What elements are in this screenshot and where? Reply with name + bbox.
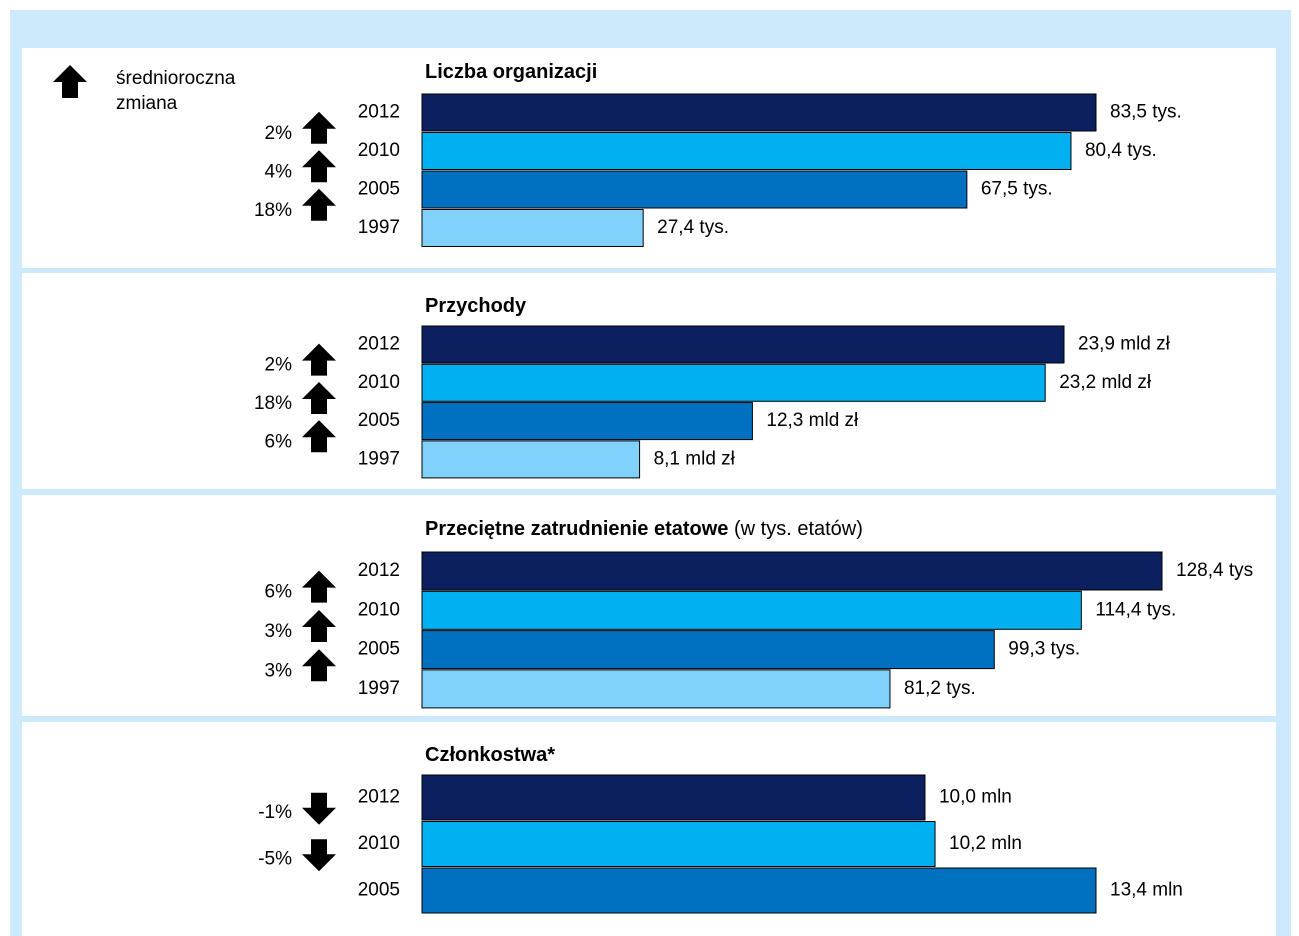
change-arrow (302, 839, 336, 872)
title-text: Liczba organizacji (425, 61, 597, 83)
title-text: Przychody (425, 295, 527, 317)
value-label: 67,5 tys. (981, 179, 1053, 200)
category-label: 1997 (358, 448, 400, 469)
change-arrow (302, 343, 336, 376)
change-label: 6% (265, 582, 293, 603)
change-arrow (302, 792, 336, 825)
bar (421, 630, 995, 670)
title-text: Przeciętne zatrudnienie etatowe (425, 518, 728, 540)
bar (421, 774, 926, 821)
category-label: 2010 (358, 140, 400, 161)
value-label: 80,4 tys. (1085, 140, 1157, 161)
change-label: 2% (265, 123, 293, 144)
change-arrow (302, 609, 336, 642)
change-label: 4% (265, 161, 293, 182)
bar (421, 590, 1082, 630)
bar (421, 821, 936, 867)
bar (421, 209, 644, 247)
value-label: 12,3 mld zł (766, 410, 859, 431)
bar (421, 132, 1072, 170)
category-label: 2005 (358, 410, 400, 431)
change-arrow (302, 188, 336, 221)
change-label: 3% (265, 621, 293, 642)
value-label: 23,9 mld zł (1078, 334, 1171, 355)
change-arrow (302, 150, 336, 183)
panel-title: Członkostwa* (425, 744, 555, 766)
category-label: 2005 (358, 880, 400, 901)
category-label: 2012 (358, 334, 400, 355)
value-label: 83,5 tys. (1110, 102, 1182, 123)
value-label: 27,4 tys. (657, 217, 729, 238)
category-label: 2010 (358, 833, 400, 854)
panel-title: Przychody (425, 295, 527, 317)
change-arrow (302, 649, 336, 682)
legend-box: średnioroczna zmiana (116, 68, 236, 114)
panel-title: Przeciętne zatrudnienie etatowe (w tys. … (425, 518, 863, 540)
category-label: 2012 (358, 787, 400, 808)
bar (421, 170, 968, 209)
category-label: 2010 (358, 372, 400, 393)
subtitle-text: (w tys. etatów) (734, 518, 863, 540)
category-label: 1997 (358, 217, 400, 238)
legend-arrow (53, 65, 87, 98)
bar (421, 325, 1065, 364)
bar (421, 867, 1097, 914)
category-label: 2005 (358, 639, 400, 660)
change-arrow (302, 381, 336, 414)
category-label: 2012 (358, 560, 400, 581)
change-arrow (302, 420, 336, 453)
change-label: -5% (258, 848, 292, 869)
bar (421, 440, 641, 479)
value-label: 81,2 tys. (904, 678, 976, 699)
value-label: 99,3 tys. (1008, 639, 1080, 660)
category-label: 1997 (358, 678, 400, 699)
category-label: 2005 (358, 179, 400, 200)
bar (421, 93, 1097, 132)
value-label: 10,0 mln (939, 787, 1012, 808)
value-label: 128,4 tys (1176, 560, 1253, 581)
panel-title: Liczba organizacji (425, 61, 597, 83)
value-label: 23,2 mld zł (1059, 372, 1152, 393)
legend-label: średnioroczna zmiana (116, 68, 236, 114)
bar (421, 402, 753, 441)
change-label: 18% (254, 393, 292, 414)
value-label: 114,4 tys. (1095, 599, 1176, 620)
value-label: 8,1 mld zł (654, 448, 736, 469)
bar (421, 363, 1046, 402)
change-arrow (302, 570, 336, 603)
change-label: 18% (254, 200, 292, 221)
change-label: 2% (265, 355, 293, 376)
title-text: Członkostwa* (425, 744, 555, 766)
change-label: 6% (265, 431, 293, 452)
change-arrow (302, 111, 336, 144)
value-label: 13,4 mln (1110, 880, 1183, 901)
bar (421, 669, 891, 709)
bar (421, 551, 1163, 591)
change-label: 3% (265, 660, 293, 681)
category-label: 2012 (358, 102, 400, 123)
value-label: 10,2 mln (949, 833, 1022, 854)
category-label: 2010 (358, 599, 400, 620)
change-label: -1% (258, 802, 292, 823)
